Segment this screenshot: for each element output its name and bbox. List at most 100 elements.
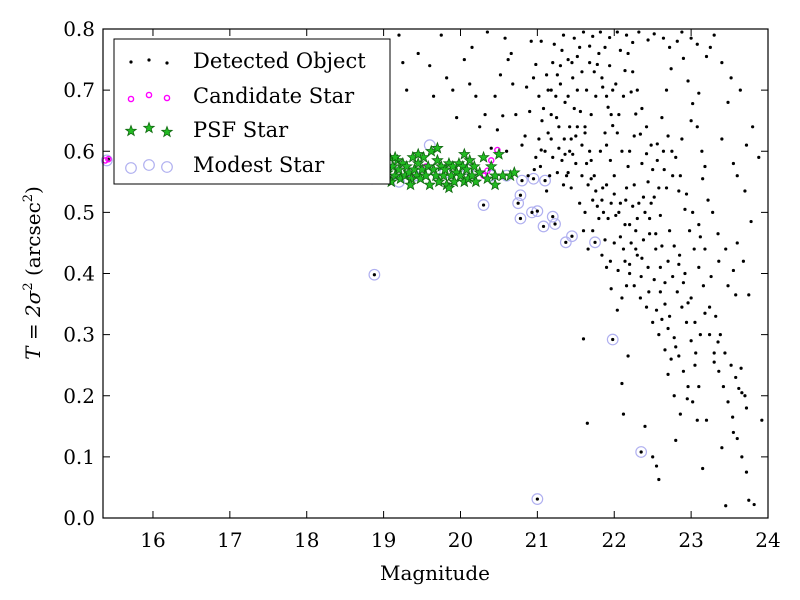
detected-object-point <box>544 73 549 77</box>
detected-object-point <box>535 497 539 501</box>
detected-object-point <box>588 149 592 153</box>
detected-object-point <box>757 155 761 159</box>
detected-object-point <box>591 229 595 233</box>
y-tick-label: 0.1 <box>63 445 95 469</box>
detected-object-point <box>743 189 747 193</box>
detected-object-point <box>703 311 707 315</box>
detected-object-point <box>597 51 601 56</box>
psf-star-point <box>467 159 481 172</box>
detected-object-point <box>540 119 544 123</box>
detected-object-point <box>634 247 638 251</box>
x-tick-label: 18 <box>294 528 319 552</box>
detected-object-point <box>637 30 641 34</box>
modest-star-point <box>559 236 572 249</box>
detected-object-point <box>654 308 659 312</box>
detected-object-point <box>691 101 695 106</box>
detected-object-point <box>555 73 559 77</box>
detected-object-point <box>744 143 749 147</box>
detected-object-point <box>558 82 563 86</box>
detected-object-point <box>511 82 515 86</box>
detected-object-point <box>654 464 659 468</box>
detected-object-point <box>580 70 584 74</box>
detected-object-point <box>620 296 624 300</box>
detected-object-point <box>670 149 674 153</box>
detected-object-point <box>664 88 669 92</box>
detected-object-point <box>647 290 651 294</box>
detected-object-point <box>620 381 624 386</box>
modest-star-point <box>516 174 528 187</box>
detected-object-point <box>655 158 659 163</box>
detected-object-point <box>612 174 616 178</box>
detected-object-point <box>735 436 739 441</box>
detected-object-point <box>606 105 610 109</box>
detected-object-point <box>608 64 612 68</box>
detected-object-point <box>652 195 656 199</box>
y-tick-label: 0.5 <box>63 200 95 224</box>
detected-object-point <box>563 100 567 104</box>
detected-object-point <box>624 284 629 288</box>
detected-object-point <box>695 125 699 129</box>
modest-star-point <box>512 197 525 210</box>
detected-object-point <box>726 400 730 404</box>
detected-object-point <box>600 253 604 257</box>
psf-star-point <box>477 150 490 163</box>
detected-object-point <box>518 216 523 221</box>
detected-object-point <box>608 35 612 40</box>
detected-object-point <box>604 265 609 269</box>
detected-object-point <box>635 253 639 257</box>
detected-object-point <box>747 293 751 297</box>
detected-object-point <box>608 259 612 263</box>
detected-object-layer <box>106 30 764 508</box>
detected-object-point <box>657 333 661 337</box>
detected-object-point <box>514 112 518 117</box>
detected-object-point <box>563 152 567 156</box>
detected-object-point <box>638 132 642 136</box>
detected-object-point <box>749 219 753 224</box>
detected-object-point <box>589 177 593 181</box>
detected-object-point <box>584 161 589 166</box>
detected-object-point <box>724 504 728 508</box>
detected-object-point <box>611 123 615 128</box>
psf-star-point <box>463 153 477 166</box>
psf-star-point <box>484 159 498 172</box>
detected-object-point <box>557 125 561 129</box>
detected-object-point <box>675 39 679 43</box>
detected-object-point <box>624 186 629 190</box>
detected-object-point <box>701 466 705 471</box>
detected-object-point <box>528 109 532 114</box>
detected-object-point <box>631 40 635 45</box>
detected-object-point <box>572 36 576 40</box>
detected-object-point <box>717 369 721 373</box>
detected-object-point <box>760 418 764 422</box>
detected-object-point <box>621 247 626 251</box>
detected-object-point <box>729 76 733 80</box>
detected-object-point <box>640 161 644 166</box>
detected-object-point <box>666 372 670 376</box>
detected-object-point <box>554 94 558 98</box>
detected-object-point <box>560 158 564 163</box>
detected-object-point <box>677 354 681 358</box>
detected-object-point <box>620 149 624 153</box>
x-tick-label: 23 <box>678 528 703 552</box>
detected-object-point <box>646 38 650 42</box>
psf-star-point <box>460 162 473 175</box>
detected-object-point <box>692 247 696 251</box>
detected-object-point <box>740 455 744 459</box>
detected-object-point <box>566 57 570 62</box>
detected-object-point <box>629 241 633 245</box>
detected-object-point <box>621 412 626 416</box>
detected-object-point <box>667 314 672 318</box>
detected-object-point <box>640 256 644 260</box>
detected-object-point <box>600 198 604 202</box>
detected-object-point <box>632 183 636 187</box>
detected-object-point <box>726 284 730 288</box>
psf-star-point <box>481 172 494 185</box>
y-axis-label: T = 2σ2 (arcsec2) <box>21 186 45 360</box>
detected-object-point <box>551 61 555 65</box>
detected-object-point <box>646 180 650 184</box>
detected-object-point <box>592 174 596 178</box>
detected-object-point <box>609 112 613 117</box>
detected-object-point <box>723 351 727 355</box>
detected-object-point <box>643 424 647 428</box>
